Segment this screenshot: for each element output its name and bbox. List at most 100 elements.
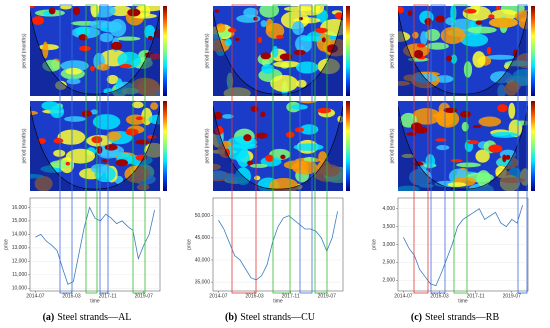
heatmap-blob (513, 120, 528, 126)
x-tick-label: 2014-07 (394, 293, 413, 299)
y-axis-label: price (186, 239, 192, 250)
highlight-box (59, 4, 73, 294)
y-tick-label: 13,000 (12, 245, 28, 251)
y-tick-label: 16,000 (12, 205, 28, 211)
heatmap-hot (435, 138, 447, 142)
colorbar (531, 6, 535, 96)
heatmap-blob (272, 45, 279, 58)
heatmap-blob (467, 26, 497, 34)
heatmap-hot (321, 37, 326, 43)
heatmap-body (398, 6, 528, 96)
heatmap-hot (407, 10, 413, 17)
heatmap-hot (265, 154, 274, 162)
highlight-box (99, 4, 109, 294)
y-axis-label: price (3, 239, 9, 250)
heatmap-hot (488, 144, 503, 153)
heatmap-hot (475, 20, 483, 25)
y-tick-label: 2,500 (382, 260, 395, 266)
heatmap-blob (490, 9, 519, 20)
cone-of-influence (213, 11, 343, 96)
heatmap-hot (214, 9, 220, 13)
caption: (c) Steel strands—RB (411, 312, 500, 323)
highlight-box (314, 4, 328, 294)
caption-text: Steel strands—RB (425, 312, 499, 323)
heatmap-hot (253, 16, 258, 21)
heatmap-blob (472, 51, 486, 68)
heatmap-hot (472, 125, 482, 129)
heatmap-hot (53, 137, 64, 144)
heatmap-hot (416, 43, 426, 48)
heatmap-blob (463, 61, 473, 78)
heatmap-blob (59, 6, 72, 10)
x-tick-label: 2017-11 (282, 293, 300, 299)
caption: (a) Steel strands—AL (43, 312, 132, 323)
heatmap-hot (450, 159, 463, 163)
heatmap-blob (491, 131, 518, 138)
heatmap-blob (109, 6, 132, 17)
heatmap-hot (257, 36, 262, 43)
heatmap-blob (293, 143, 324, 151)
highlight-box (272, 4, 291, 294)
heatmap-hot (234, 37, 240, 41)
heatmap (30, 6, 167, 96)
heatmap-blob (88, 20, 113, 29)
heatmap-blob (249, 163, 268, 168)
heatmap-hot (293, 49, 306, 56)
heatmap-hot (246, 160, 253, 166)
heatmap-blob (435, 75, 454, 83)
heatmap-blob (420, 31, 428, 46)
heatmap (398, 6, 535, 96)
heatmap-blob (49, 160, 75, 169)
heatmap-blob (144, 24, 156, 40)
heatmap-blob (136, 6, 160, 12)
x-tick-label: 2016-03 (430, 293, 449, 299)
heatmap-blob (447, 182, 467, 188)
heatmap-blob (99, 32, 114, 43)
heatmap-blob (476, 170, 491, 187)
heatmap-body (30, 101, 160, 191)
caption-text: Steel strands—AL (57, 312, 131, 323)
heatmap-blob (296, 79, 307, 88)
heatmap-blob (254, 175, 261, 181)
heatmap-hot (275, 34, 284, 39)
price-line (35, 206, 155, 285)
highlight-box (517, 4, 528, 294)
heatmap-blob (485, 54, 516, 60)
colorbar (346, 101, 350, 191)
heatmap-hot (260, 52, 271, 60)
heatmap-blob (60, 60, 89, 72)
heatmap-blob (461, 121, 469, 132)
heatmap-hot (48, 7, 56, 15)
cone-line (398, 105, 528, 190)
y-tick-label: 40,000 (195, 257, 211, 263)
heatmap-hot (298, 17, 303, 21)
heatmap-blob (273, 61, 301, 68)
heatmap-blob (109, 18, 127, 37)
heatmap-blob (478, 116, 502, 127)
heatmap-blob (265, 18, 274, 32)
heatmap-blob (292, 160, 318, 175)
heatmap-hot (443, 107, 458, 113)
heatmap-blob (150, 102, 159, 110)
heatmap-hot (104, 144, 118, 151)
heatmap-hot (127, 8, 141, 17)
heatmap-hot (147, 35, 153, 41)
y-tick-label: 11,000 (12, 272, 27, 278)
y-tick-label: 15,000 (12, 218, 28, 224)
caption-label: (b) (225, 312, 237, 323)
y-tick-label: 4,000 (382, 206, 395, 212)
heatmap-blob (224, 38, 232, 47)
cone-of-influence (398, 11, 528, 96)
heatmap-blob (450, 6, 457, 22)
heatmap-hot (81, 110, 92, 117)
y-tick-label: 50,000 (195, 213, 211, 219)
heatmap-hot (250, 105, 259, 112)
x-tick-label: 2014-07 (209, 293, 228, 299)
heatmap-hot (414, 126, 428, 134)
heatmap-blob (425, 28, 441, 42)
x-tick-label: 2014-07 (26, 293, 45, 299)
caption-label: (a) (43, 312, 55, 323)
x-axis-label: time (273, 298, 283, 304)
colorbar (163, 6, 167, 96)
heatmap-blob (292, 20, 305, 36)
